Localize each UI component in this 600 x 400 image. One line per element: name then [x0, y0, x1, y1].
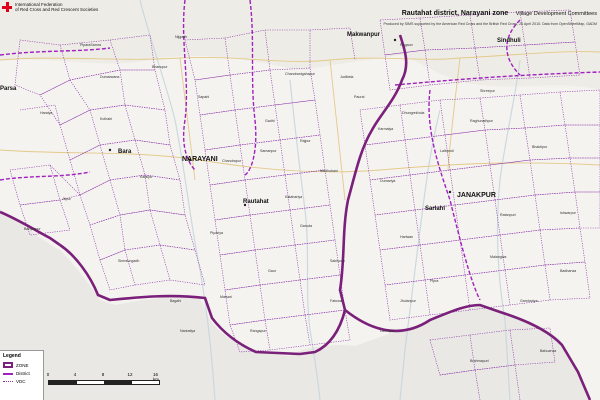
vdc-label: Simraungadh	[118, 259, 140, 263]
vdc-label: Karmaiya	[378, 127, 394, 131]
map-title-block: Rautahat district, Narayani zone Village…	[383, 2, 597, 26]
org-header: International Federation of Red Cross an…	[2, 2, 98, 12]
vdc-label: Pipariya	[210, 231, 223, 235]
vdc-label: Dumarwana	[100, 75, 120, 79]
vdc-label: Fatuwa	[330, 299, 342, 303]
vdc-swatch	[3, 381, 13, 382]
vdc-label: Kolhabi	[100, 117, 112, 121]
org-name-line2: of Red Cross and Red Crescent Societies	[15, 7, 99, 12]
vdc-label: Raghunathpur	[470, 119, 493, 123]
label-narayani-zone: NARAYANI	[182, 156, 218, 163]
map-subtitle: Village Development Committees	[515, 11, 597, 17]
org-name-line1: International Federation	[15, 2, 63, 7]
legend-vdc-label: VDC	[16, 379, 26, 384]
vdc-label: Paurai	[354, 95, 365, 99]
vdc-label: PiparaSamra	[80, 43, 101, 47]
vdc-label: Jitpur	[62, 197, 71, 201]
scale-tick: 16 km	[153, 372, 159, 382]
label-rautahat: Rautahat	[243, 199, 269, 205]
vdc-label: Shreepur	[480, 89, 495, 93]
vdc-label: Gamhariya	[520, 299, 538, 303]
vdc-label: Sapahi	[198, 95, 210, 99]
legend-district: District	[3, 371, 40, 376]
vdc-label: Ragaun	[400, 43, 413, 47]
rivers	[139, 0, 521, 400]
label-sindhuli: Sindhuli	[497, 38, 521, 44]
vdc-label: Katahariya	[285, 195, 303, 199]
scale-segments	[48, 380, 160, 385]
vdc-label: Malangwa	[490, 255, 507, 259]
map-legend: Legend ZONE District VDC	[0, 350, 44, 400]
org-name: International Federation of Red Cross an…	[15, 2, 98, 12]
vdc-label: Bhaktipur	[532, 145, 548, 149]
vdc-label: Lalbandi	[440, 149, 454, 153]
label-sarlahi: Sarlahi	[425, 206, 446, 212]
vdc-label: Madhubani	[320, 169, 338, 173]
vdc-label: Judibela	[340, 75, 354, 79]
vdc-label: Dhungrekhola	[402, 111, 425, 115]
vdc-label: Samanpur	[260, 149, 277, 153]
scale-tick: 8	[101, 372, 105, 377]
zone-swatch	[3, 362, 13, 368]
vdc-label: Bahuarwa	[540, 349, 557, 353]
vdc-label: Hariwan	[400, 235, 414, 239]
vdc-label: Garuda	[300, 224, 312, 228]
hill-shade	[0, 0, 600, 90]
district-swatch	[3, 372, 13, 375]
label-parsa: Parsa	[0, 86, 17, 92]
vdc-label: Pipra	[430, 279, 439, 283]
vdc-label: Laxmipur	[380, 329, 395, 333]
legend-vdc: VDC	[3, 379, 40, 384]
vdc-label: Sakhuwa	[330, 259, 345, 263]
town-markers	[108, 38, 452, 207]
vdc-label: Narkatiya	[180, 329, 196, 333]
vdc-label: Chandrapur	[222, 159, 241, 163]
zone-boundaries	[0, 34, 592, 400]
vdc-label: Rajpur	[300, 139, 311, 143]
scale-tick: 4	[73, 372, 77, 377]
vdc-label: Matsari	[220, 295, 232, 299]
vdc-label: Bagahi	[170, 299, 182, 303]
vdc-label: Bariyarpur	[24, 227, 41, 231]
vdc-label: Dumariya	[380, 179, 396, 183]
vdc-label: Ratanpuri	[500, 213, 516, 217]
vdc-label: Haraiya	[40, 111, 53, 115]
label-janakpur-zone: JANAKPUR	[457, 192, 496, 199]
vdc-boundaries	[9, 9, 600, 400]
map-credit: Produced by SIMS supported by the Americ…	[383, 22, 597, 26]
legend-title: Legend	[3, 353, 21, 359]
vdc-label: Gadhi	[265, 119, 275, 123]
map-title: Rautahat district, Narayani zone	[401, 10, 509, 17]
scale-tick: 0	[46, 372, 50, 377]
vdc-label: Nijgadh	[175, 35, 188, 39]
scale-tick: 12	[127, 372, 133, 377]
scale-bar: 0 4 8 12 16 km	[46, 372, 168, 392]
label-bara: Bara	[118, 149, 132, 155]
legend-zone-label: ZONE	[16, 362, 29, 368]
vdc-label: Badharwa	[560, 269, 577, 273]
vdc-label: Gaur	[268, 269, 276, 273]
legend-zone: ZONE	[3, 362, 40, 368]
vdc-label: Ishwarpur	[560, 211, 576, 215]
label-makwanpur: Makwanpur	[347, 32, 381, 38]
vdc-label: Brahmapuri	[470, 359, 489, 363]
district-boundaries	[0, 0, 600, 301]
legend-district-label: District	[16, 371, 30, 376]
vdc-label: Chandranigahapur	[285, 72, 315, 76]
red-cross-icon	[2, 2, 12, 12]
vdc-label: Bhanupur	[152, 65, 168, 69]
india-area	[0, 210, 590, 400]
scale-labels: 0 4 8 12 16 km	[46, 372, 168, 382]
vdc-label: Kalaiya	[140, 175, 152, 179]
vdc-label: Rangapur	[250, 329, 266, 333]
vdc-label: Jhulanpur	[400, 299, 416, 303]
